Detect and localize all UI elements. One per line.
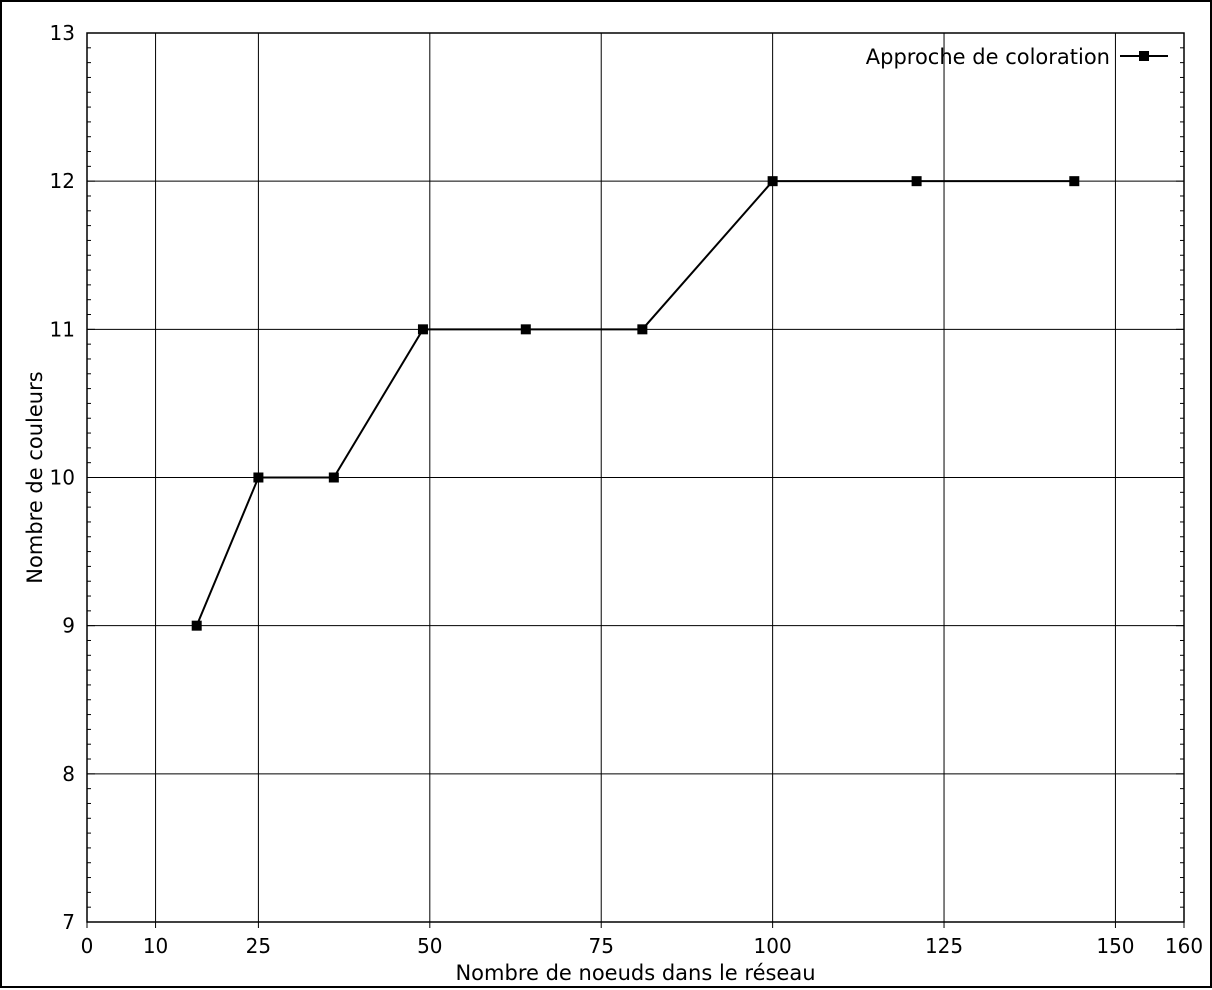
x-axis-title: Nombre de noeuds dans le réseau bbox=[455, 961, 815, 985]
y-tick-label: 10 bbox=[50, 466, 75, 490]
legend-marker bbox=[1139, 51, 1149, 61]
series-line bbox=[195, 180, 1075, 627]
legend: Approche de coloration bbox=[866, 45, 1168, 69]
x-tick-labels: 0 10 25 50 75 100 125 150 160 bbox=[81, 934, 1203, 958]
data-point bbox=[1069, 176, 1080, 187]
data-point bbox=[191, 620, 202, 631]
minor-ticks bbox=[86, 32, 1185, 928]
y-tick-label: 12 bbox=[50, 169, 75, 193]
y-tick-label: 7 bbox=[62, 910, 75, 934]
data-point bbox=[637, 324, 648, 335]
x-tick-label: 25 bbox=[246, 934, 271, 958]
series-layer bbox=[191, 176, 1080, 631]
data-point bbox=[417, 324, 428, 335]
data-point bbox=[328, 472, 339, 483]
data-point bbox=[767, 176, 778, 187]
y-tick-label: 8 bbox=[62, 762, 75, 786]
x-tick-label: 100 bbox=[754, 934, 792, 958]
data-point bbox=[520, 324, 531, 335]
y-tick-label: 11 bbox=[50, 317, 75, 341]
x-tick-label: 160 bbox=[1165, 934, 1203, 958]
data-point bbox=[911, 176, 922, 187]
x-tick-label: 125 bbox=[925, 934, 963, 958]
x-tick-label: 0 bbox=[81, 934, 94, 958]
y-tick-labels: 7 8 9 10 11 12 13 bbox=[50, 21, 75, 934]
grid-lines bbox=[87, 33, 1184, 922]
data-point bbox=[253, 472, 264, 483]
y-tick-label: 13 bbox=[50, 21, 75, 45]
y-axis-title: Nombre de couleurs bbox=[23, 371, 47, 583]
y-tick-label: 9 bbox=[62, 614, 75, 638]
x-tick-label: 10 bbox=[143, 934, 168, 958]
x-tick-label: 150 bbox=[1096, 934, 1134, 958]
x-tick-label: 75 bbox=[588, 934, 613, 958]
x-tick-label: 50 bbox=[417, 934, 442, 958]
legend-label: Approche de coloration bbox=[866, 45, 1110, 69]
